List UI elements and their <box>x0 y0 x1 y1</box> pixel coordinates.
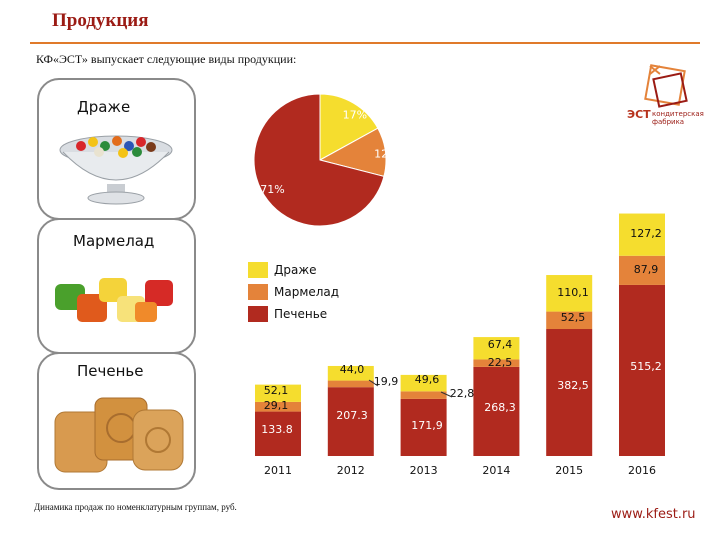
bar-marmalade-2012 <box>327 380 374 388</box>
bar-dragee-2015 <box>546 275 593 312</box>
bar-cookies-2016 <box>619 284 665 456</box>
dragee-bowl-image <box>59 135 173 205</box>
logo-line-2: фабрика <box>652 118 685 126</box>
x-tick-2013: 2013 <box>410 464 438 477</box>
x-tick-2012: 2012 <box>337 464 365 477</box>
x-tick-2015: 2015 <box>555 464 583 477</box>
data-label-cookies-2016: 515,2 <box>630 360 662 373</box>
bar-dragee-2016 <box>619 213 665 256</box>
page-title: Продукция <box>52 10 149 31</box>
legend-item-dragee: Драже <box>248 262 317 278</box>
data-label-dragee-2016: 127,2 <box>630 227 662 240</box>
data-label-marmalade-2016: 87,9 <box>634 263 659 276</box>
cookies-image <box>54 397 184 473</box>
bar-cookies-2013 <box>400 398 447 456</box>
legend-label-cookies: Печенье <box>274 307 328 321</box>
legend-item-cookies: Печенье <box>248 306 327 322</box>
pie-label-dragee: 17% <box>343 109 367 122</box>
pie-label-marmalade: 12% <box>374 147 398 160</box>
title-divider <box>30 42 700 44</box>
pie-slice-cookies <box>253 93 385 227</box>
logo-caption: кондитерская фабрика <box>652 110 704 126</box>
bar-dragee-2012 <box>327 365 374 381</box>
bar-cookies-2015 <box>546 329 593 456</box>
legend-label-marmalade: Мармелад <box>274 285 340 299</box>
logo-mark: ЭСТ <box>627 108 651 121</box>
pie-label-cookies: 71% <box>260 183 284 196</box>
bar-marmalade-2014 <box>473 359 520 367</box>
x-tick-2016: 2016 <box>628 464 656 477</box>
x-tick-2014: 2014 <box>482 464 510 477</box>
website-link[interactable]: www.kfest.ru <box>611 507 696 522</box>
bar-marmalade-2016 <box>619 255 665 285</box>
data-label-dragee-2014: 67,4 <box>488 338 513 351</box>
data-label-cookies-2011: 133.8 <box>261 423 293 436</box>
data-label-cookies-2012: 207.3 <box>336 409 368 422</box>
legend-label-dragee: Драже <box>274 263 317 277</box>
product-card-cookies: Печенье <box>37 352 196 490</box>
logo-line-1: кондитерская <box>652 110 704 118</box>
legend-swatch-dragee <box>248 262 268 278</box>
chart-footnote: Динамика продаж по номенклатурным группа… <box>34 502 237 512</box>
data-label-dragee-2013: 49,6 <box>415 373 440 386</box>
data-label-dragee-2011: 52,1 <box>264 384 289 397</box>
legend-swatch-cookies <box>248 306 268 322</box>
company-logo <box>644 64 688 108</box>
data-label-cookies-2015: 382,5 <box>557 379 589 392</box>
data-label-marmalade-2012: 19,9 <box>374 375 399 388</box>
bar-cookies-2011 <box>255 411 301 456</box>
bar-dragee-2014 <box>473 337 520 360</box>
bar-marmalade-2015 <box>546 311 593 330</box>
product-card-dragee: Драже <box>37 78 196 220</box>
data-label-cookies-2013: 171,9 <box>411 419 443 432</box>
bar-dragee-2013 <box>400 374 447 392</box>
card-label-marmalade: Мармелад <box>73 232 155 250</box>
marmalade-image <box>55 278 173 322</box>
x-tick-2011: 2011 <box>264 464 292 477</box>
bar-cookies-2012 <box>327 387 374 456</box>
card-label-dragee: Драже <box>77 98 131 116</box>
pie-slice-dragee <box>319 93 379 161</box>
data-label-marmalade-2011: 29,1 <box>264 399 289 412</box>
data-label-dragee-2015: 110,1 <box>557 286 589 299</box>
leader-line-2013 <box>440 391 453 398</box>
bar-marmalade-2013 <box>400 391 447 399</box>
card-label-cookies: Печенье <box>77 362 144 380</box>
leader-line-2012 <box>368 379 379 387</box>
bar-cookies-2014 <box>473 366 520 456</box>
legend-swatch-marmalade <box>248 284 268 300</box>
data-label-marmalade-2013: 22,8 <box>450 387 475 400</box>
data-label-marmalade-2014: 22,5 <box>488 356 513 369</box>
product-card-marmalade: Мармелад <box>37 218 196 354</box>
data-label-cookies-2014: 268,3 <box>484 401 516 414</box>
page-subtitle: КФ«ЭСТ» выпускает следующие виды продукц… <box>36 52 297 66</box>
data-label-marmalade-2015: 52,5 <box>561 311 586 324</box>
data-label-dragee-2012: 44,0 <box>340 363 365 376</box>
legend-item-marmalade: Мармелад <box>248 284 339 300</box>
bar-dragee-2011 <box>255 384 301 402</box>
bar-marmalade-2011 <box>255 401 301 412</box>
